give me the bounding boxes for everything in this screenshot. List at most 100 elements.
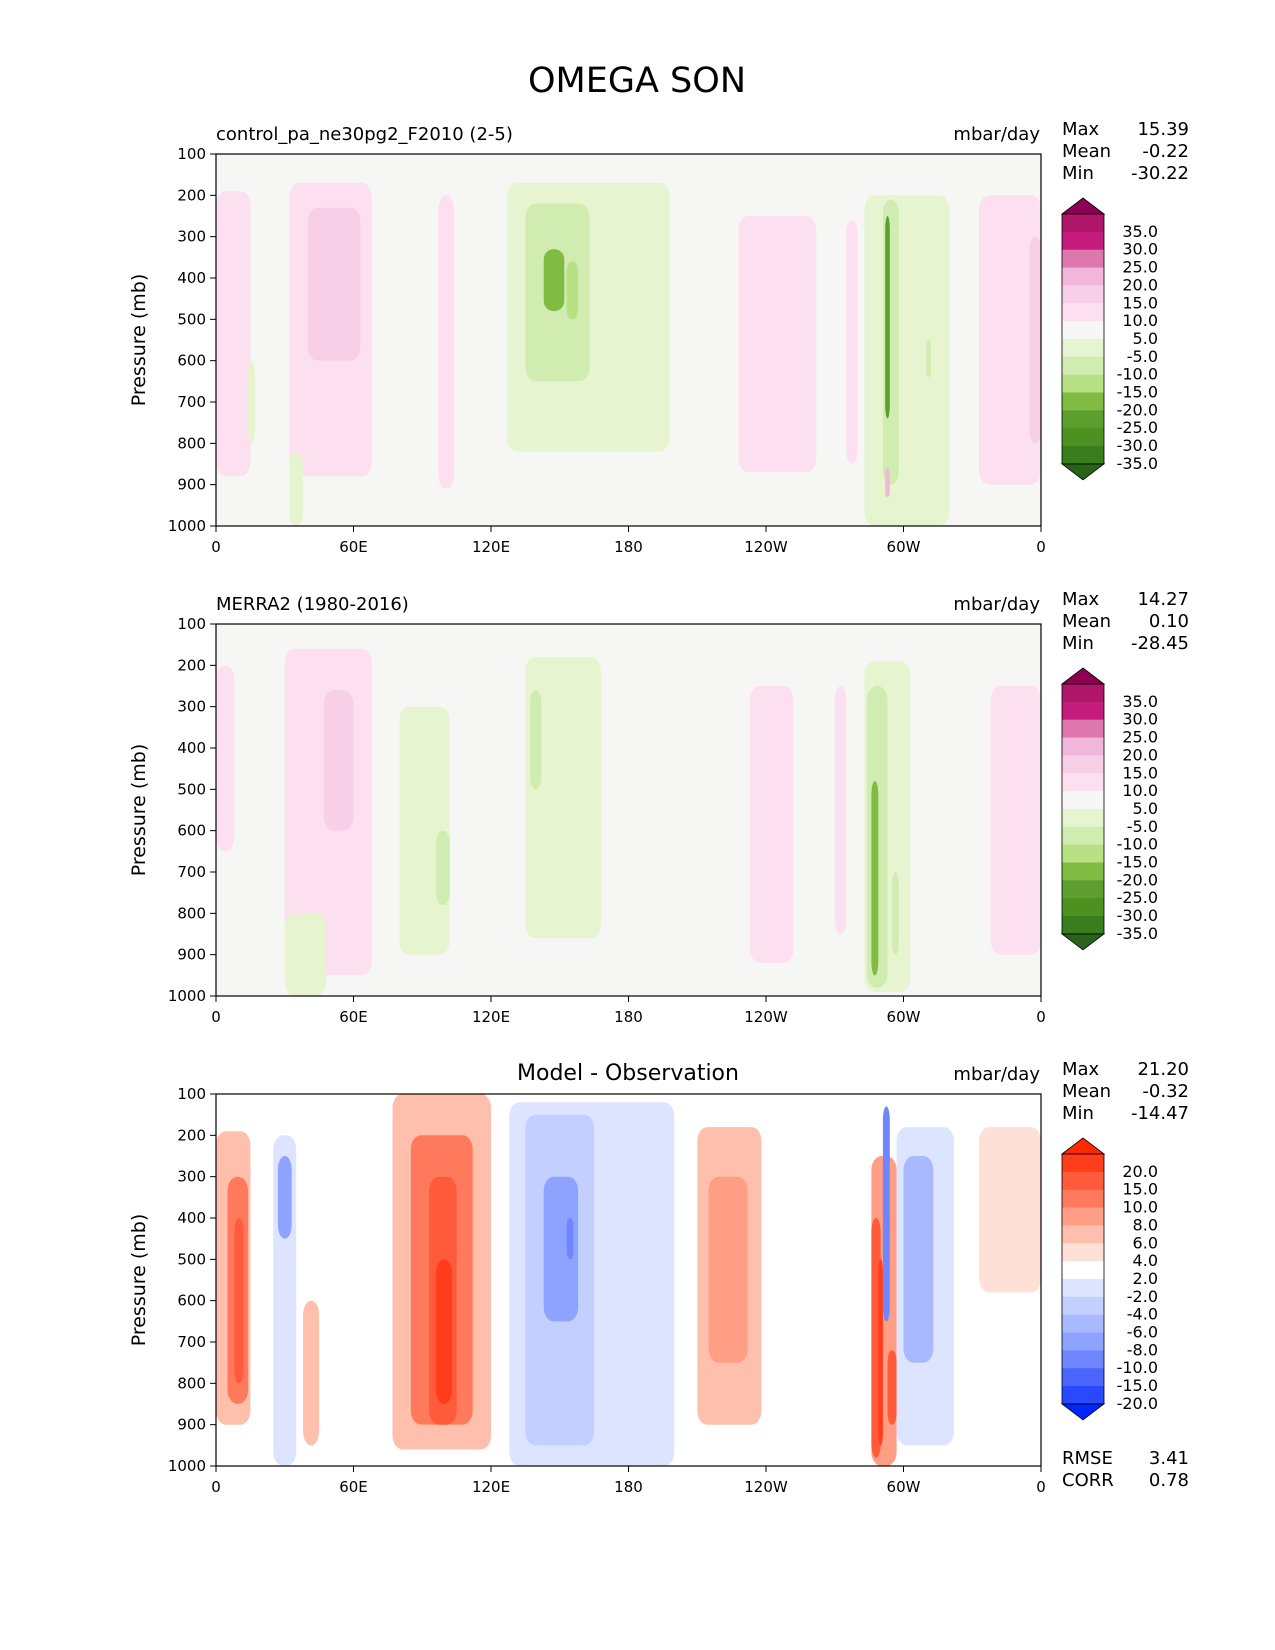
colorbar-bin — [1062, 862, 1104, 881]
colorbar-bin — [1062, 1350, 1104, 1369]
x-tick-label: 0 — [211, 1478, 221, 1496]
contour-region — [990, 686, 1041, 955]
colorbar-bin — [1062, 285, 1104, 304]
colorbar-bin — [1062, 684, 1104, 703]
colorbar-tick-label: -10.0 — [1117, 1358, 1158, 1377]
figure-title: OMEGA SON — [528, 61, 746, 101]
colorbar-bin — [1062, 214, 1104, 233]
colorbar-tick-label: 25.0 — [1122, 258, 1158, 277]
contour-region — [543, 1176, 579, 1322]
y-tick-label: 600 — [177, 822, 206, 840]
y-tick-label: 600 — [177, 1292, 206, 1310]
panel-title-left: MERRA2 (1980-2016) — [216, 594, 409, 615]
colorbar-tick-label: -35.0 — [1117, 924, 1158, 943]
contour-region — [289, 451, 303, 526]
colorbar-tick-label: 5.0 — [1133, 329, 1158, 348]
colorbar-bin — [1062, 737, 1104, 756]
stat-mean-label: Mean — [1062, 141, 1111, 162]
y-tick-label: 1000 — [168, 987, 206, 1005]
contour-region — [1029, 236, 1041, 444]
colorbar-bin — [1062, 791, 1104, 810]
plot-area — [215, 153, 1042, 527]
contour-region — [979, 195, 1041, 485]
x-tick-label: 120W — [744, 1008, 788, 1026]
colorbar-tick-label: 10.0 — [1122, 781, 1158, 800]
contour-region — [566, 1218, 574, 1260]
colorbar-tick-label: -15.0 — [1117, 853, 1158, 872]
colorbar: 20.015.010.08.06.04.02.0-2.0-4.0-6.0-8.0… — [1060, 1137, 1158, 1421]
contour-region — [216, 665, 235, 852]
y-tick-label: 300 — [177, 1168, 206, 1186]
contour-region — [234, 1218, 244, 1384]
contour-region — [834, 686, 847, 934]
colorbar-tick-label: 8.0 — [1133, 1215, 1158, 1234]
contour-region — [887, 1350, 897, 1425]
colorbar-tick-label: -15.0 — [1117, 1376, 1158, 1395]
x-tick-label: 60E — [339, 538, 368, 556]
y-tick-label: 600 — [177, 352, 206, 370]
colorbar-tick-label: 5.0 — [1133, 799, 1158, 818]
colorbar-bin — [1062, 231, 1104, 251]
x-tick-label: 60W — [887, 1008, 921, 1026]
y-tick-label: 1000 — [168, 1457, 206, 1475]
contour-region — [885, 216, 890, 419]
colorbar-bin — [1062, 755, 1104, 774]
stat-max-value: 14.27 — [1137, 589, 1189, 610]
contour-region — [926, 340, 931, 378]
y-tick-label: 900 — [177, 1416, 206, 1434]
colorbar-bin — [1062, 1171, 1104, 1191]
contour-region — [303, 1300, 320, 1446]
x-tick-label: 180 — [614, 1008, 643, 1026]
colorbar-bin — [1062, 1296, 1104, 1316]
x-tick-label: 60E — [339, 1008, 368, 1026]
stats-box: Max 21.20 Mean -0.32 Min -14.47 — [1062, 1059, 1189, 1124]
y-tick-label: 700 — [177, 393, 206, 411]
colorbar-bin — [1062, 249, 1104, 268]
colorbar-tick-label: 15.0 — [1122, 1180, 1158, 1199]
panel-merra2: MERRA2 (1980-2016) mbar/day Pressure (mb… — [128, 589, 1189, 1026]
contour-region — [878, 1259, 883, 1446]
y-tick-label: 500 — [177, 780, 206, 798]
colorbar-bin — [1062, 1207, 1104, 1226]
colorbar-bin — [1062, 338, 1104, 358]
colorbar-tick-label: -30.0 — [1117, 906, 1158, 925]
colorbar-tick-label: 2.0 — [1133, 1269, 1158, 1288]
x-tick-label: 120E — [472, 1478, 510, 1496]
colorbar-extend-bottom — [1060, 463, 1106, 481]
contour-region — [892, 872, 899, 955]
stat-min-value: -28.45 — [1131, 633, 1189, 654]
x-tick-label: 180 — [614, 538, 643, 556]
stat-corr-value: 0.78 — [1149, 1470, 1189, 1491]
y-tick-label: 800 — [177, 904, 206, 922]
panel-difference: Model - Observation mbar/day Pressure (m… — [128, 1059, 1189, 1496]
colorbar-extend-bottom — [1060, 1403, 1106, 1421]
colorbar-bin — [1062, 446, 1104, 465]
colorbar-bin — [1062, 1332, 1104, 1351]
colorbar-bin — [1062, 1278, 1104, 1298]
x-tick-label: 180 — [614, 1478, 643, 1496]
contour-region — [903, 1156, 934, 1363]
contour-region — [566, 261, 579, 320]
colorbar-extend-bottom — [1060, 933, 1106, 951]
stat-rmse-value: 3.41 — [1149, 1448, 1189, 1469]
stat-rmse-label: RMSE — [1062, 1448, 1113, 1469]
colorbar-tick-label: -5.0 — [1127, 347, 1158, 366]
y-tick-label: 100 — [177, 615, 206, 633]
contour-region — [277, 1156, 292, 1239]
contour-region — [284, 913, 327, 996]
stat-max-value: 21.20 — [1137, 1059, 1189, 1080]
colorbar-bin — [1062, 392, 1104, 411]
colorbar-bin — [1062, 1261, 1104, 1280]
stats-box: Max 15.39 Mean -0.22 Min -30.22 — [1062, 119, 1189, 184]
y-tick-label: 100 — [177, 145, 206, 163]
stat-min-value: -30.22 — [1131, 163, 1189, 184]
stat-min-label: Min — [1062, 163, 1094, 184]
panel-title-left: control_pa_ne30pg2_F2010 (2-5) — [216, 124, 513, 145]
x-tick-label: 120E — [472, 538, 510, 556]
contour-region — [979, 1127, 1041, 1293]
contour-region — [525, 657, 601, 939]
x-tick-label: 60W — [887, 538, 921, 556]
y-tick-label: 700 — [177, 1333, 206, 1351]
colorbar-bin — [1062, 267, 1104, 286]
contour-region — [438, 195, 455, 489]
